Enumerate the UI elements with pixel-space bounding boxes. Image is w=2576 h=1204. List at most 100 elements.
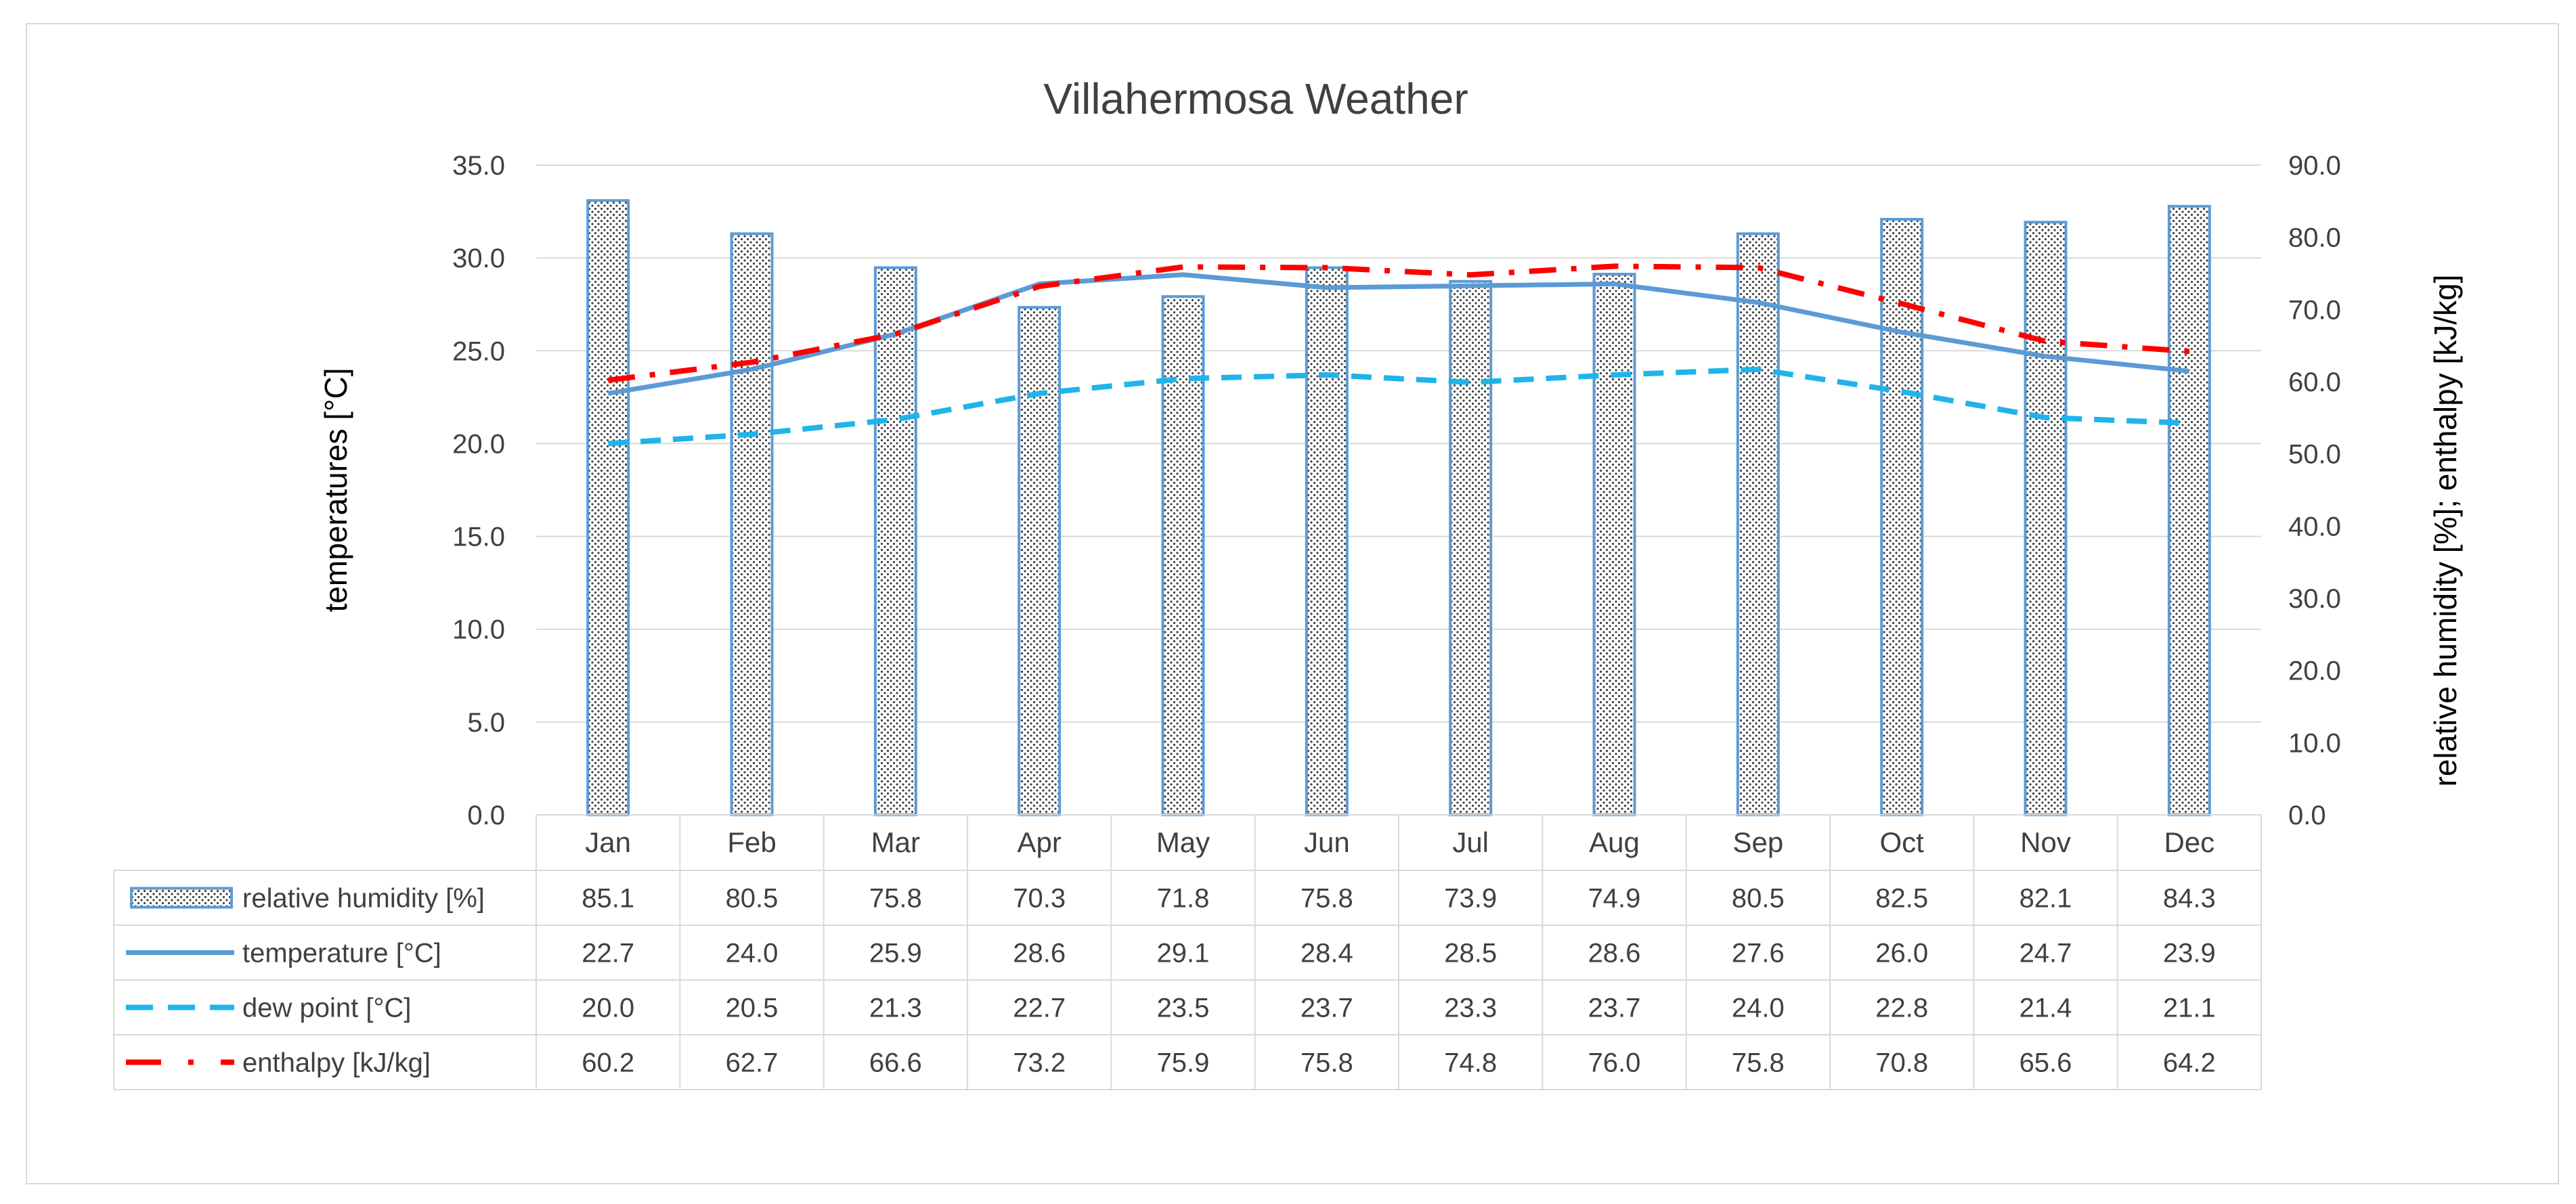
table-cell: 20.0 bbox=[582, 994, 634, 1023]
right-tick-label: 20.0 bbox=[2288, 656, 2341, 686]
left-axis-title: temperatures [°C] bbox=[318, 368, 353, 612]
table-cell: 24.0 bbox=[1732, 994, 1785, 1023]
table-cell: 21.4 bbox=[2020, 994, 2072, 1023]
axes: 0.0 5.0 10.0 15.0 20.0 25.0 30.0 35.0 0.0 10.0 20.… bbox=[318, 151, 2463, 830]
table-cell: 82.1 bbox=[2020, 884, 2072, 914]
table-cell: 21.1 bbox=[2163, 994, 2216, 1023]
table-cell: 22.7 bbox=[1013, 994, 1066, 1023]
left-tick-label: 15.0 bbox=[452, 522, 505, 552]
right-tick-label: 40.0 bbox=[2288, 512, 2341, 541]
table-cell: 70.8 bbox=[1875, 1048, 1928, 1078]
category-label: Feb bbox=[727, 826, 776, 858]
table-cell: 64.2 bbox=[2163, 1048, 2216, 1078]
table-cell: 25.9 bbox=[869, 939, 922, 968]
table-cell: 21.3 bbox=[869, 994, 922, 1023]
table-cell: 26.0 bbox=[1875, 939, 1928, 968]
table-cell: 75.8 bbox=[1732, 1048, 1785, 1078]
table-cell: 70.3 bbox=[1013, 884, 1066, 914]
table-cell: 76.0 bbox=[1588, 1048, 1641, 1078]
series-lines bbox=[607, 263, 2190, 447]
right-tick-label: 10.0 bbox=[2288, 728, 2341, 758]
table-cell: 23.7 bbox=[1301, 994, 1353, 1023]
table-cell: 23.5 bbox=[1157, 994, 1210, 1023]
table-cell: 20.5 bbox=[726, 994, 779, 1023]
right-tick-label: 30.0 bbox=[2288, 584, 2341, 614]
humidity-bar bbox=[1305, 266, 1349, 816]
category-label: Dec bbox=[2164, 826, 2214, 858]
table-cell: 23.7 bbox=[1588, 994, 1641, 1023]
series-line-2 bbox=[607, 366, 2189, 447]
table-cell: 74.9 bbox=[1588, 884, 1641, 914]
left-tick-label: 10.0 bbox=[452, 615, 505, 645]
table-cell: 28.5 bbox=[1444, 939, 1497, 968]
table-cell: 60.2 bbox=[582, 1048, 634, 1078]
table-cell: 75.9 bbox=[1157, 1048, 1210, 1078]
left-tick-label: 5.0 bbox=[467, 708, 505, 738]
table-cell: 23.3 bbox=[1444, 994, 1497, 1023]
table-cell: 28.6 bbox=[1013, 939, 1066, 968]
table-cell: 24.7 bbox=[2020, 939, 2072, 968]
left-tick-label: 30.0 bbox=[452, 244, 505, 273]
category-label: Mar bbox=[871, 826, 920, 858]
humidity-bar bbox=[1018, 306, 1062, 816]
table-cell: 29.1 bbox=[1157, 939, 1210, 968]
table-cell: 65.6 bbox=[2020, 1048, 2072, 1078]
left-tick-label: 25.0 bbox=[452, 336, 505, 366]
right-tick-label: 70.0 bbox=[2288, 295, 2341, 325]
category-label: Oct bbox=[1879, 826, 1924, 858]
category-label: Apr bbox=[1017, 826, 1061, 858]
table-cell: 28.4 bbox=[1301, 939, 1353, 968]
table-cell: 82.5 bbox=[1875, 884, 1928, 914]
right-tick-label: 90.0 bbox=[2288, 151, 2341, 181]
table-cell: 66.6 bbox=[869, 1048, 922, 1078]
humidity-bar bbox=[1161, 295, 1205, 816]
table-cell: 85.1 bbox=[582, 884, 634, 914]
series-line-1 bbox=[607, 272, 2190, 396]
category-label: Sep bbox=[1732, 826, 1783, 858]
table-cell: 22.7 bbox=[582, 939, 634, 968]
table-cell: 27.6 bbox=[1732, 939, 1785, 968]
category-label: Aug bbox=[1589, 826, 1640, 858]
humidity-bar bbox=[2024, 221, 2068, 816]
humidity-bar bbox=[873, 266, 917, 816]
series-line-3 bbox=[607, 263, 2190, 383]
table-cell: 24.0 bbox=[726, 939, 779, 968]
category-label: Jan bbox=[585, 826, 631, 858]
left-tick-label: 35.0 bbox=[452, 151, 505, 181]
series-name: temperature [°C] bbox=[242, 939, 441, 968]
data-table: Jan Feb Mar Apr May Jun Jul Aug Sep Oct Nov Dec rela… bbox=[113, 814, 2262, 1090]
humidity-bar bbox=[1449, 280, 1493, 816]
legend-key-humidity bbox=[130, 887, 233, 909]
table-cell: 62.7 bbox=[726, 1048, 779, 1078]
series-name: dew point [°C] bbox=[242, 994, 411, 1023]
table-cell: 80.5 bbox=[726, 884, 779, 914]
table-cell: 75.8 bbox=[1301, 1048, 1353, 1078]
right-axis-title: relative humidity [%]; enthalpy [kJ/kg] bbox=[2428, 275, 2463, 787]
category-label: Nov bbox=[2020, 826, 2071, 858]
table-cell: 75.8 bbox=[1301, 884, 1353, 914]
table-cell: 71.8 bbox=[1157, 884, 1210, 914]
table-cell: 75.8 bbox=[869, 884, 922, 914]
humidity-bar bbox=[1736, 232, 1780, 817]
table-cell: 73.9 bbox=[1444, 884, 1497, 914]
humidity-bar bbox=[586, 199, 630, 816]
right-tick-label: 50.0 bbox=[2288, 440, 2341, 470]
table-cell: 73.2 bbox=[1013, 1048, 1066, 1078]
table-cell: 84.3 bbox=[2163, 884, 2216, 914]
chart-svg: Villahermosa Weather 0.0 5.0 10.0 15.0 20.0 2… bbox=[113, 74, 2463, 1090]
table-cell: 23.9 bbox=[2163, 939, 2216, 968]
humidity-bar bbox=[1880, 218, 1924, 816]
humidity-bars bbox=[586, 199, 2211, 817]
right-tick-label: 60.0 bbox=[2288, 367, 2341, 397]
chart-frame: Villahermosa Weather 0.0 5.0 10.0 15.0 20.0 2… bbox=[26, 23, 2559, 1184]
humidity-bar bbox=[1592, 273, 1636, 817]
table-cell: 28.6 bbox=[1588, 939, 1641, 968]
table-cell: 80.5 bbox=[1732, 884, 1785, 914]
humidity-bar bbox=[2167, 204, 2211, 816]
category-label: May bbox=[1156, 826, 1210, 858]
humidity-bar bbox=[730, 232, 774, 817]
series-name: relative humidity [%] bbox=[242, 884, 485, 914]
left-tick-label: 20.0 bbox=[452, 429, 505, 459]
category-label: Jun bbox=[1304, 826, 1350, 858]
category-label: Jul bbox=[1452, 826, 1489, 858]
